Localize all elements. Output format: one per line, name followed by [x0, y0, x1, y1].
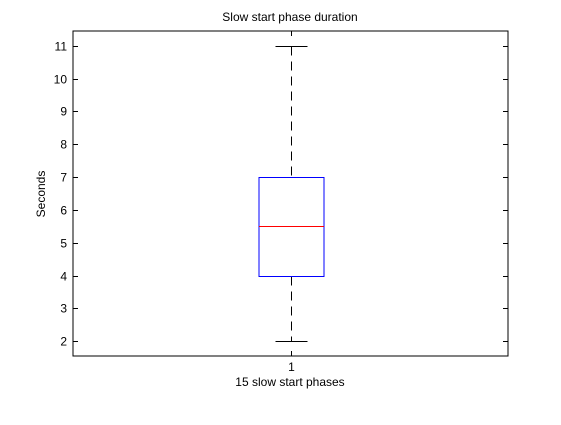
x-tick-label: 1	[288, 360, 295, 374]
y-tick-label: 9	[60, 105, 67, 119]
y-tick-label: 5	[60, 237, 67, 251]
x-axis-label: 15 slow start phases	[235, 375, 344, 389]
box-plot-marks	[258, 46, 325, 342]
plot-area	[72, 30, 509, 357]
y-tick-label: 2	[60, 335, 67, 349]
y-tick-label: 11	[55, 40, 68, 54]
y-tick-label: 10	[54, 73, 68, 87]
y-tick-label: 8	[60, 138, 67, 152]
x-axis-ticks: 1	[288, 31, 295, 374]
y-tick-label: 7	[60, 171, 67, 185]
y-axis-ticks: 2 3 4 5 6 7 8 9 10 11	[54, 40, 508, 349]
y-axis-label: Seconds	[34, 171, 48, 218]
y-tick-label: 6	[60, 204, 67, 218]
y-tick-label: 3	[60, 302, 67, 316]
chart-title: Slow start phase duration	[222, 10, 357, 24]
y-tick-label: 4	[60, 270, 67, 284]
